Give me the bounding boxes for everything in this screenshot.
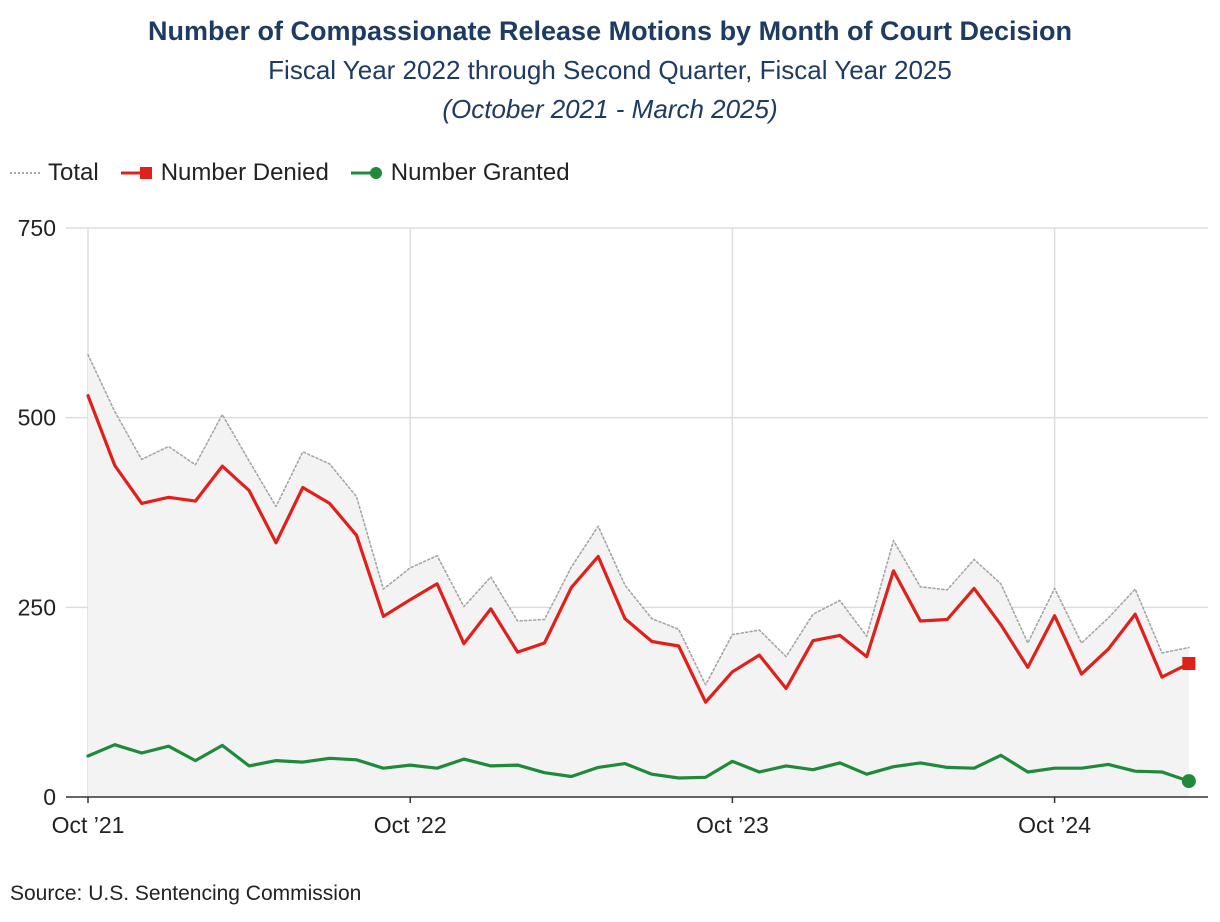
granted-end-marker <box>1181 774 1196 789</box>
legend-denied-label: Number Denied <box>160 159 329 186</box>
axis-layer: 0 250 500 750 Oct ’21 Oct ’22 Oct ’23 Oct ’24 <box>18 215 1208 838</box>
legend-granted-label: Number Granted <box>390 159 570 186</box>
y-tick-label: 750 <box>18 215 56 241</box>
chart-subtitle: Fiscal Year 2022 through Second Quarter,… <box>268 55 952 85</box>
x-tick-label: Oct ’21 <box>52 812 125 838</box>
legend-denied-swatch <box>120 167 152 179</box>
denied-end-marker <box>1182 656 1196 670</box>
chart-plot: 0 250 500 750 Oct ’21 Oct ’22 Oct ’23 Oct ’24 <box>18 215 1208 838</box>
x-tick-label: Oct ’24 <box>1018 812 1091 838</box>
total-line <box>87 353 1190 686</box>
legend-item-denied: Number Denied <box>120 159 329 187</box>
area-layer <box>88 354 1189 797</box>
chart-date-range: (October 2021 - March 2025) <box>442 94 778 124</box>
y-tick-label: 0 <box>43 784 56 810</box>
x-tick-label: Oct ’22 <box>374 812 447 838</box>
chart-legend: Total Number Denied Number Granted <box>10 156 592 190</box>
legend-item-granted: Number Granted <box>350 159 570 187</box>
number-granted-line <box>86 743 1191 783</box>
y-tick-label: 250 <box>18 594 56 620</box>
legend-item-total: Total <box>10 159 99 187</box>
legend-total-label: Total <box>48 159 99 186</box>
total-area <box>88 354 1189 797</box>
number-denied-line <box>86 394 1191 704</box>
chart-titles: Number of Compassionate Release Motions … <box>0 12 1220 128</box>
legend-granted-swatch <box>350 167 382 179</box>
line-layer <box>86 353 1196 789</box>
chart-title: Number of Compassionate Release Motions … <box>147 16 1073 46</box>
source-note: Source: U.S. Sentencing Commission <box>10 882 362 905</box>
legend-total-swatch <box>10 172 40 174</box>
y-tick-label: 500 <box>18 405 56 431</box>
x-tick-label: Oct ’23 <box>696 812 769 838</box>
